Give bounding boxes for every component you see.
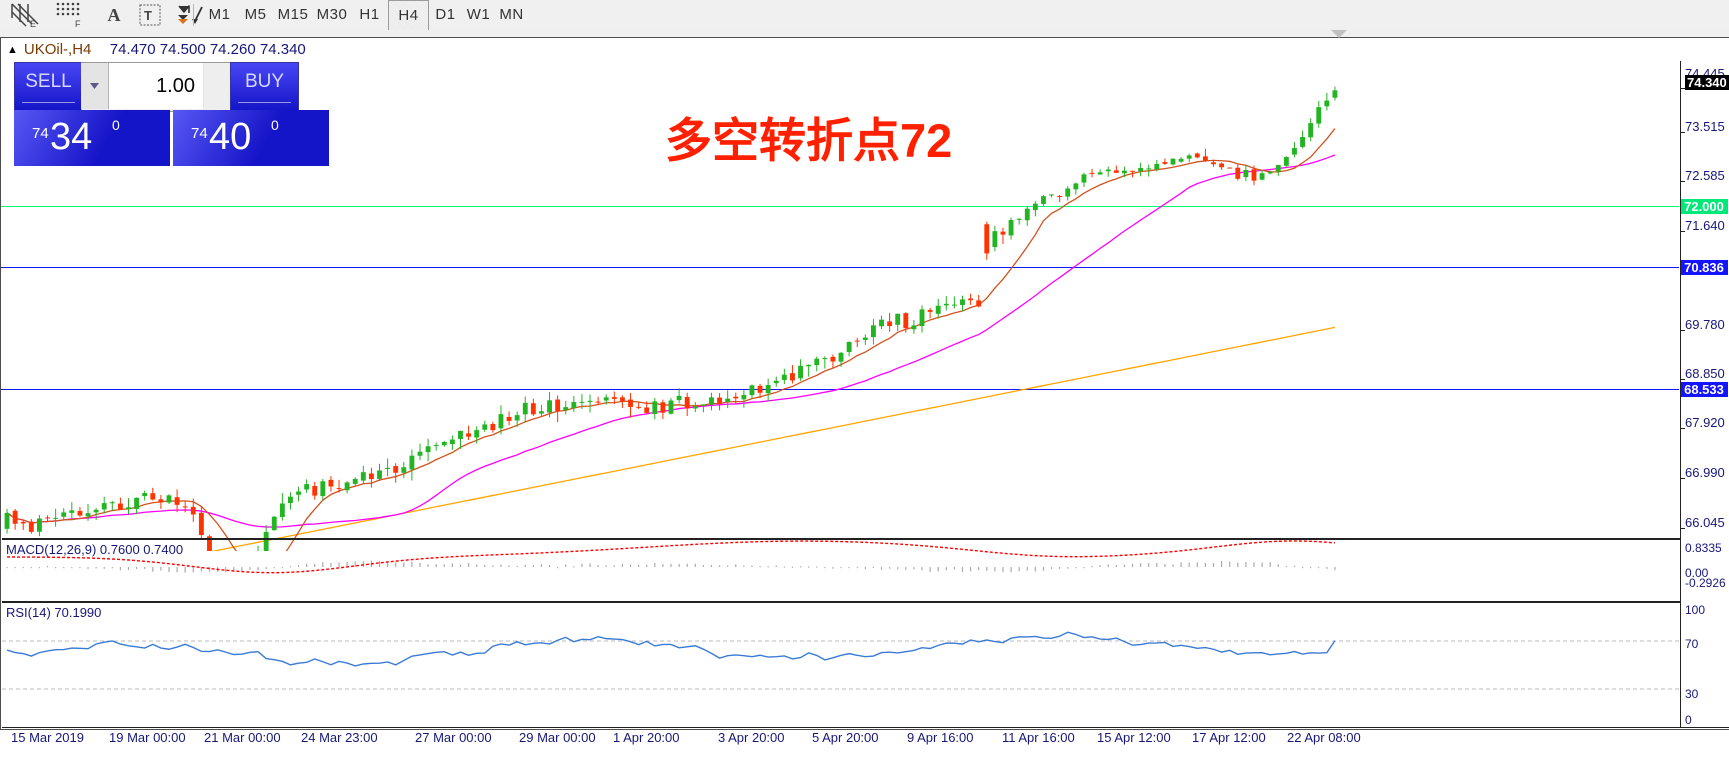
svg-text:E: E	[30, 19, 36, 28]
svg-text:T: T	[144, 8, 152, 23]
svg-text:F: F	[75, 19, 81, 28]
